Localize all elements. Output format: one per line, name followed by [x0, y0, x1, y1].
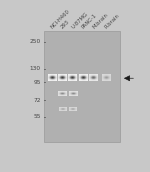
Text: 293: 293 [60, 19, 71, 30]
Text: 130: 130 [30, 67, 41, 72]
Text: 250: 250 [30, 39, 41, 44]
Text: 55: 55 [33, 114, 41, 119]
Text: R.brain: R.brain [104, 13, 121, 30]
Text: U-87MG: U-87MG [70, 12, 89, 30]
Bar [44, 31, 120, 142]
Text: 95: 95 [33, 80, 41, 85]
Text: NCI-H460: NCI-H460 [50, 9, 71, 30]
Text: M.brain: M.brain [91, 12, 109, 30]
Text: PANC-1: PANC-1 [81, 13, 98, 30]
Text: 72: 72 [33, 98, 41, 103]
